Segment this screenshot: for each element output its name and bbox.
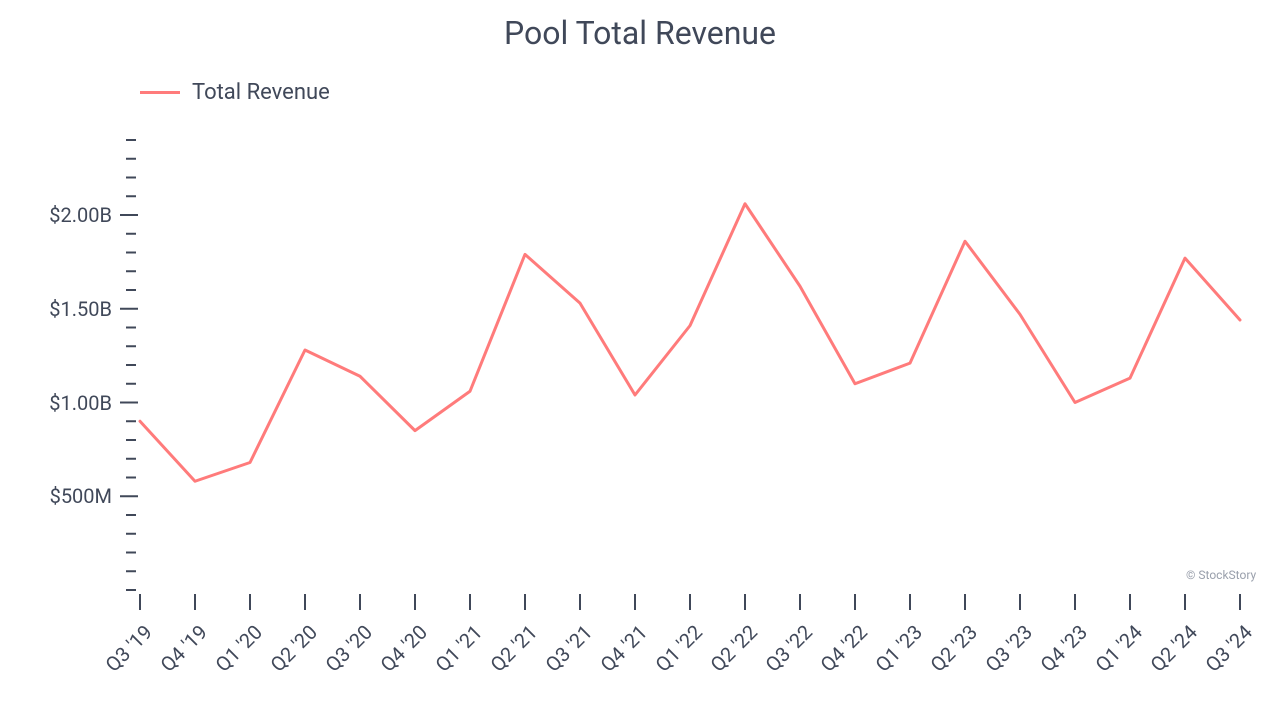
y-axis-label: $1.50B xyxy=(30,297,112,321)
y-axis-label: $500M xyxy=(30,484,112,508)
chart-container: Pool Total Revenue Total Revenue $500M$1… xyxy=(0,0,1280,720)
y-axis-label: $2.00B xyxy=(30,203,112,227)
line-chart-svg xyxy=(0,0,1280,720)
attribution-text: © StockStory xyxy=(1186,568,1256,582)
y-axis-label: $1.00B xyxy=(30,391,112,415)
